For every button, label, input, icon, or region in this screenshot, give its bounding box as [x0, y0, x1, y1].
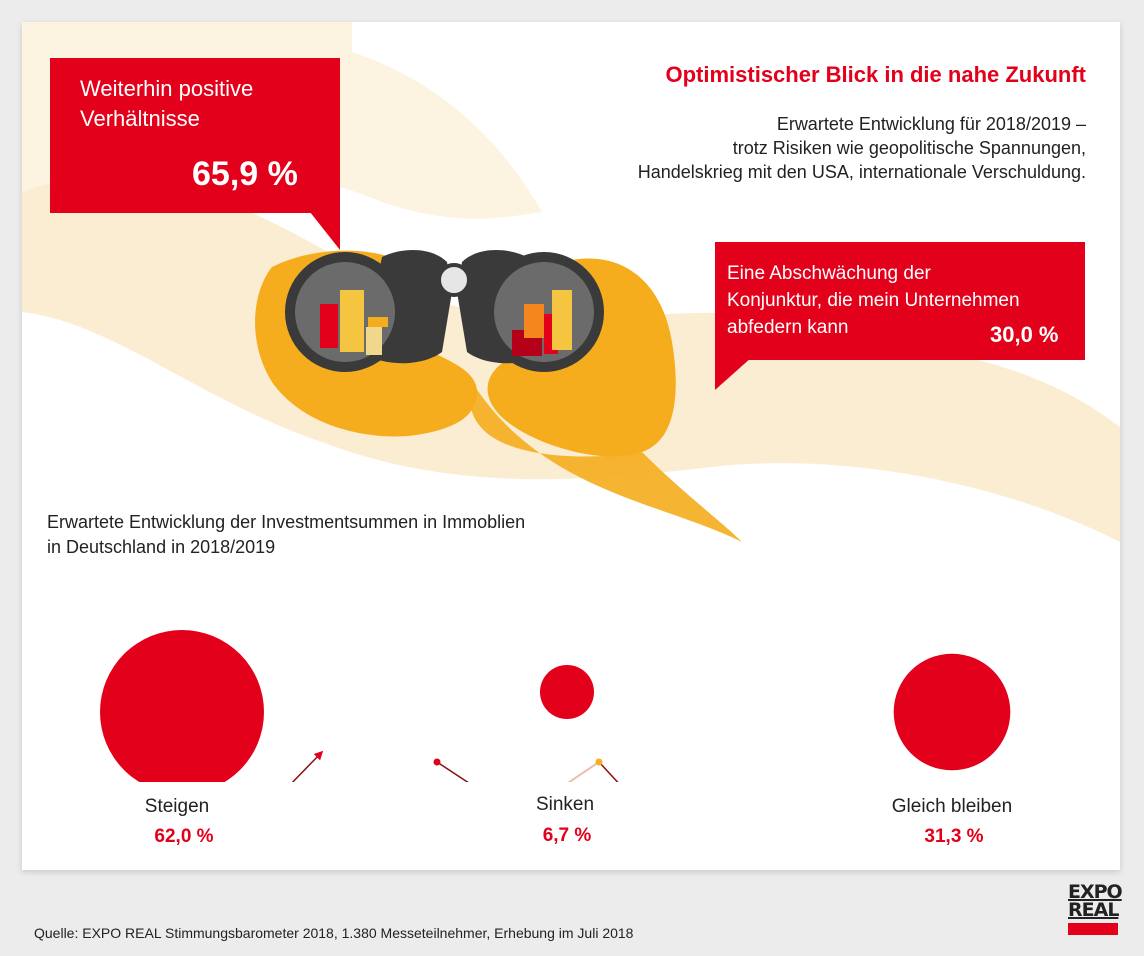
category-value-steigen: 62,0 % [154, 826, 214, 847]
expo-real-logo: EXPO REAL [1068, 881, 1123, 939]
subtitle-line: trotz Risiken wie geopolitische Spannung… [732, 138, 1086, 158]
illustration [22, 22, 1120, 542]
section-title: Erwartete Entwicklung der Investmentsumm… [47, 510, 525, 560]
page-subtitle: Erwartete Entwicklung für 2018/2019 – tr… [486, 112, 1086, 184]
infographic-card: Optimistischer Blick in die nahe Zukunft… [22, 22, 1120, 870]
logo-bar [1068, 923, 1118, 935]
callout-slowdown-line: abfedern kann [727, 317, 849, 338]
trend-line [436, 761, 619, 782]
bubble-steigen [100, 630, 264, 782]
category-label-sinken: Sinken [535, 794, 595, 815]
callout-positive-value: 65,9 % [192, 155, 298, 193]
callout-slowdown-value: 30,0 % [990, 322, 1059, 347]
logo-line-2: REAL [1068, 899, 1119, 921]
bubble-chart [100, 630, 1011, 782]
category-value-sinken: 6,7 % [542, 825, 592, 846]
callout-slowdown-line: Eine Abschwächung der [727, 263, 931, 284]
section-title-line: Erwartete Entwicklung der Investmentsumm… [47, 512, 526, 532]
callout-positive-label: Weiterhin positive Verhältnisse [80, 74, 253, 134]
source-note: Quelle: EXPO REAL Stimmungsbarometer 201… [34, 925, 634, 941]
page-title: Optimistischer Blick in die nahe Zukunft [665, 62, 1086, 87]
callout-positive-line: Weiterhin positive [80, 76, 254, 101]
logo-line-1: EXPO [1068, 881, 1123, 903]
callout-slowdown-label: Eine Abschwächung der Konjunktur, die me… [727, 260, 1020, 341]
binoculars-icon [285, 250, 604, 372]
section-title-line: in Deutschland in 2018/2019 [47, 537, 276, 557]
subtitle-line: Erwartete Entwicklung für 2018/2019 – [776, 114, 1086, 134]
category-label-steigen: Steigen [144, 796, 210, 817]
category-label-gleich-bleiben: Gleich bleiben [891, 796, 1013, 817]
trend-point [595, 758, 603, 766]
callout-box-positive [50, 58, 340, 250]
callout-slowdown-line: Konjunktur, die mein Unternehmen [727, 290, 1020, 311]
callout-positive-line: Verhältnisse [80, 106, 200, 131]
bubble-sinken [540, 665, 594, 719]
trend-point [433, 758, 441, 766]
bubble-gleich-bleiben [893, 653, 1011, 771]
trend-line-inner [568, 761, 600, 782]
category-value-gleich-bleiben: 31,3 % [924, 826, 984, 847]
subtitle-line: Handelskrieg mit den USA, internationale… [637, 162, 1086, 182]
callout-box-slowdown [715, 242, 1085, 390]
